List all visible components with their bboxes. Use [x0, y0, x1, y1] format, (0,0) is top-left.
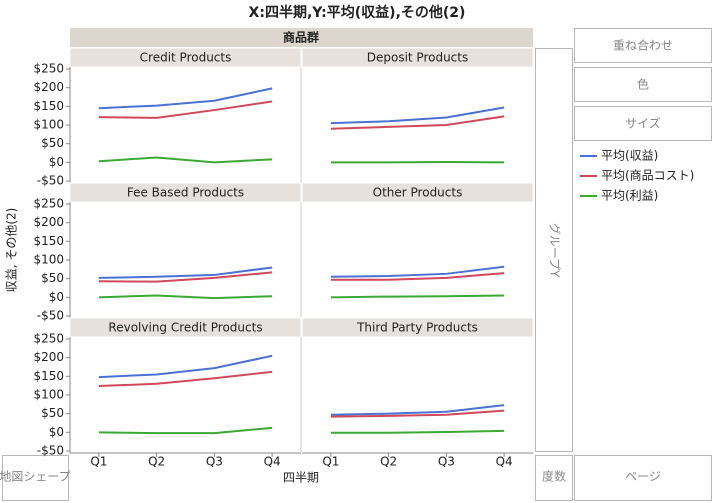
map-shape-zone[interactable] — [2, 455, 69, 501]
group-header — [70, 28, 533, 47]
y-axis-label: 収益, その他(2) — [5, 208, 19, 293]
plot-area — [70, 337, 301, 453]
series-line — [98, 426, 273, 435]
y-tick-label: $0 — [49, 425, 64, 439]
plot-area — [302, 337, 533, 453]
legend-label: 平均(利益) — [601, 189, 658, 203]
y-tick-label: $100 — [33, 388, 64, 402]
plot-area — [302, 202, 533, 318]
x-tick-label: Q4 — [264, 455, 281, 469]
page-zone[interactable] — [574, 455, 712, 501]
size-zone[interactable] — [574, 106, 712, 141]
x-tick-label: Q2 — [380, 455, 397, 469]
series-line — [330, 404, 505, 416]
x-tick-label: Q1 — [322, 455, 339, 469]
series-line — [98, 294, 273, 300]
series-line — [98, 87, 273, 110]
y-tick-label: $150 — [33, 369, 64, 383]
series-line — [98, 370, 273, 388]
series-line — [330, 294, 505, 299]
y-tick-label: $50 — [41, 271, 64, 285]
x-tick-label: Q4 — [496, 455, 513, 469]
y-tick-label: $150 — [33, 234, 64, 248]
panel-title: Third Party Products — [356, 321, 478, 335]
panel-title: Other Products — [373, 186, 463, 200]
plot-area — [70, 202, 301, 318]
series-line — [330, 272, 505, 281]
x-tick-label: Q3 — [206, 455, 223, 469]
y-tick-label: $0 — [49, 290, 64, 304]
x-tick-label: Q1 — [90, 455, 107, 469]
title: X:四半期,Y:平均(収益),その他(2) — [249, 4, 466, 21]
series-line — [98, 156, 273, 164]
series-line — [330, 429, 505, 434]
y-tick-label: $100 — [33, 253, 64, 267]
y-tick-label: $50 — [41, 136, 64, 150]
overlay-zone-label: 重ね合わせ — [613, 38, 673, 53]
color-zone[interactable] — [574, 67, 712, 102]
group-y-zone-label: グループY — [548, 223, 562, 278]
x-tick-label: Q2 — [148, 455, 165, 469]
page-zone-label: ページ — [625, 470, 661, 484]
group-y-zone[interactable] — [535, 48, 573, 452]
series-line — [330, 106, 505, 125]
plot-area — [70, 67, 301, 183]
y-tick-label: -$50 — [37, 444, 64, 458]
y-tick-label: -$50 — [37, 309, 64, 323]
y-tick-label: $200 — [33, 350, 64, 364]
size-zone-label: サイズ — [625, 116, 661, 131]
y-tick-label: $50 — [41, 406, 64, 420]
legend-label: 平均(収益) — [601, 149, 658, 163]
frequency-zone[interactable] — [535, 455, 573, 501]
series-line — [98, 266, 273, 279]
panel-title: Deposit Products — [367, 51, 469, 65]
series-line — [98, 100, 273, 119]
y-tick-label: $0 — [49, 155, 64, 169]
frequency-zone-label: 度数 — [542, 469, 566, 484]
panel-title: Fee Based Products — [127, 186, 244, 200]
color-zone-label: 色 — [637, 78, 649, 92]
series-line — [98, 271, 273, 283]
y-tick-label: $200 — [33, 80, 64, 94]
map-shape-zone-label: 地図シェープ — [0, 470, 71, 484]
y-tick-label: $250 — [33, 197, 64, 211]
y-tick-label: $250 — [33, 62, 64, 76]
overlay-zone[interactable] — [574, 28, 712, 63]
series-line — [330, 115, 505, 130]
y-tick-label: $150 — [33, 99, 64, 113]
x-axis-label: 四半期 — [283, 471, 319, 485]
panel-title: Revolving Credit Products — [108, 321, 262, 335]
y-tick-label: $250 — [33, 332, 64, 346]
y-tick-label: $100 — [33, 118, 64, 132]
y-tick-label: $200 — [33, 215, 64, 229]
panel-title: Credit Products — [140, 51, 232, 65]
group-header-label: 商品群 — [283, 30, 319, 45]
series-line — [330, 409, 505, 418]
series-line — [98, 354, 273, 379]
series-line — [330, 265, 505, 278]
y-tick-label: -$50 — [37, 174, 64, 188]
x-tick-label: Q3 — [438, 455, 455, 469]
legend-label: 平均(商品コスト) — [601, 168, 694, 183]
